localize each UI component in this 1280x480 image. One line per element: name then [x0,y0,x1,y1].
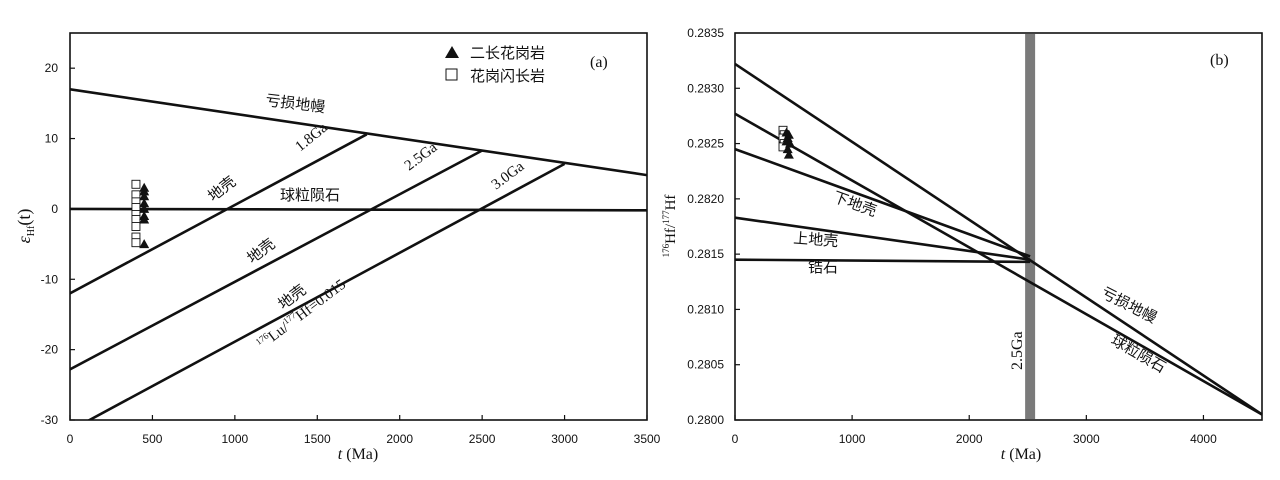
panel-a-series-line-0 [70,88,647,177]
x-tick-label: 3000 [551,432,578,446]
label-depleted-mantle-a: 亏损地幔 [265,92,327,116]
panel-a-plot-frame [69,32,648,421]
x-tick-label: 1000 [222,432,249,446]
x-tick-label: 2000 [386,432,413,446]
panel-b-x-ticks: 0 1000 2000 3000 4000 [732,415,1217,446]
y-tick-label: 0.2835 [687,26,724,40]
y-tick-label: 20 [45,61,59,75]
panel-a-y-ticks: 20 10 0 -10 -20 -30 [41,61,75,427]
panel-a-series-line-4 [86,162,566,420]
legend-square-marker [445,68,458,81]
label-upper-crust: 上地壳 [793,230,839,250]
monzogranite-point [783,149,794,159]
panel-b-series-line-0 [734,62,1263,416]
monzogranite-point [139,191,150,201]
x-tick-label: 500 [142,432,162,446]
label-chondrite-b: 球粒陨石 [1108,332,1168,377]
panel-b-plot-frame [734,32,1263,421]
x-tick-label: 0 [732,432,739,446]
panel-a-lines [70,88,647,420]
panel-a-legend: 二长花岗岩 花岗闪长岩 [445,45,545,85]
monzogranite-point [782,144,793,154]
y-tick-label: 0.2810 [687,302,724,316]
panel-a-points [131,179,150,249]
panel-b-series-line-4 [734,258,1031,264]
y-tick-label: 0 [51,202,58,216]
panel-b: 0 1000 2000 3000 4000 0.28350.28300.28250.28… [661,26,1263,463]
panel-b-series-line-3 [734,216,1031,261]
legend-item-monzogranite: 二长花岗岩 [470,45,545,62]
monzogranite-point [139,198,150,208]
panel-a-label: (a) [590,54,608,71]
y-tick-label: 0.2800 [687,413,724,427]
monzogranite-point [139,239,150,249]
panel-a-y-axis-title: εHf(t) [14,209,37,244]
x-tick-label: 4000 [1190,432,1217,446]
label-zircon: 锆石 [808,259,838,276]
y-tick-label: -20 [41,343,59,357]
panel-b-label: (b) [1210,52,1229,69]
x-tick-label: 1500 [304,432,331,446]
label-depleted-mantle-b: 亏损地幔 [1098,284,1159,326]
panel-b-points [778,125,796,159]
monzogranite-point [139,214,150,224]
panel-a-x-ticks: 0 500 1000 1500 2000 2500 3000 3500 [67,415,661,446]
x-tick-label: 0 [67,432,74,446]
label-crust-1: 地壳 [205,173,239,205]
vertical-band [1025,34,1036,419]
panel-b-series-line-2 [734,147,1031,258]
panel-b-y-ticks: 0.2835 0.2830 0.2825 0.2820 0.2815 0.2810 0.28… [687,26,740,427]
label-chondrite-a: 球粒陨石 [280,187,340,204]
band-label-2.5ga: 2.5Ga [1009,331,1026,370]
x-tick-label: 1000 [839,432,866,446]
panel-b-x-axis-title: t (Ma) [1001,446,1041,463]
y-tick-label: 0.2830 [687,81,724,95]
legend-triangle-marker [445,46,459,58]
panel-b-2.5ga-band [1025,34,1036,419]
x-tick-label: 2500 [469,432,496,446]
panel-a-series-line-3 [70,149,483,371]
panel-a-series-line-1 [70,207,647,212]
y-tick-label: -10 [41,272,59,286]
x-tick-label: 3500 [634,432,661,446]
panel-a-series-line-2 [70,133,368,295]
panel-a: 0 500 1000 1500 2000 2500 3000 3500 20 10 0 -10 -20… [14,32,661,463]
legend-item-granodiorite: 花岗闪长岩 [470,68,545,85]
monzogranite-point [139,203,150,213]
panel-b-y-axis-title: 176Hf/177Hf [661,195,679,258]
y-tick-label: 10 [45,132,59,146]
granodiorite-point [131,179,141,189]
panel-b-series-line-1 [734,112,1263,416]
panel-a-x-axis-title: t (Ma) [338,446,378,463]
y-tick-label: -30 [41,413,59,427]
granodiorite-point [131,222,141,231]
y-tick-label: 0.2825 [687,137,724,151]
monzogranite-point [139,186,150,196]
x-tick-label: 3000 [1073,432,1100,446]
x-tick-label: 2000 [956,432,983,446]
granodiorite-point [131,238,141,248]
y-tick-label: 0.2805 [687,358,724,372]
y-tick-label: 0.2815 [687,247,724,261]
y-tick-label: 0.2820 [687,192,724,206]
panel-b-lines [734,62,1263,416]
